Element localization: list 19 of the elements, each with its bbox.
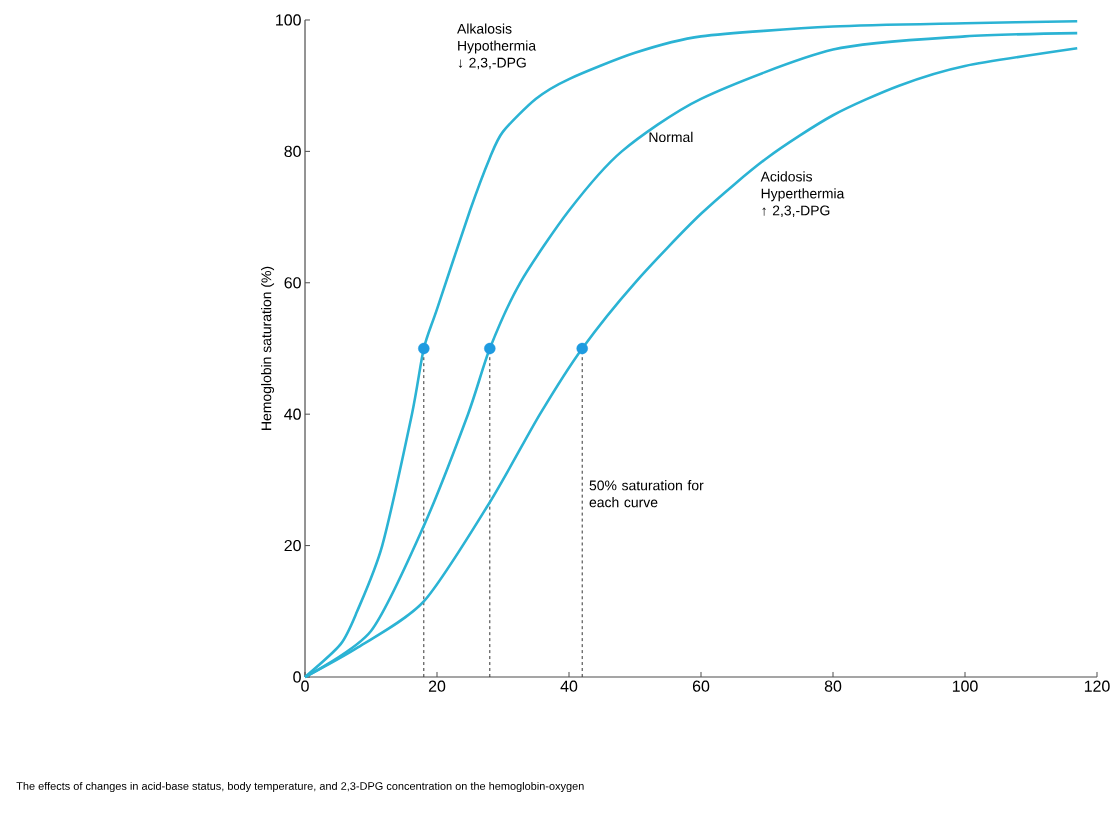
y-tick-label: 80 xyxy=(284,145,301,158)
y-tick-label: 100 xyxy=(276,14,301,26)
text: The effects of changes in acid-base status, body temperature, and 2,3-DPG concentration on the hemoglobin-oxygen xyxy=(16,781,584,793)
x-tick-label: 100 xyxy=(952,680,978,692)
x-tick-label: 0 xyxy=(301,680,309,692)
x-tick-label: 80 xyxy=(824,680,842,692)
y-axis-title: Hemoglobin saturation (%) xyxy=(261,266,275,430)
x-tick-label: 40 xyxy=(560,680,578,692)
series-label: Alkalosis Hypothermia ↓ 2,3,-DPG xyxy=(457,23,537,70)
y-tick-label: 20 xyxy=(284,539,301,552)
y-tick-label: 60 xyxy=(284,277,301,289)
x-tick-label: 20 xyxy=(428,680,446,692)
x-tick-label: 120 xyxy=(1084,680,1110,692)
y-tick-label: 0 xyxy=(293,671,301,683)
x-tick-label: 60 xyxy=(692,680,710,692)
annotation: 50% saturation for each curve xyxy=(589,480,704,508)
y-tick-label: 40 xyxy=(284,408,301,420)
series-label: Acidosis Hyperthermia ↑ 2,3,-DPG xyxy=(760,171,845,218)
series-label: Normal xyxy=(649,131,693,143)
